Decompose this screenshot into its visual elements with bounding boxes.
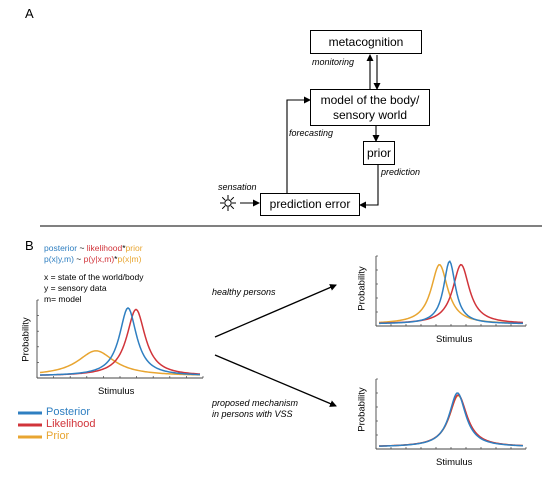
prediction-error-box: prediction error [260,193,360,216]
legend-prior-label: Prior [46,430,70,442]
vss-plot-x-label: Stimulus [436,457,473,468]
definitions: x = state of the world/body y = sensory … [44,272,143,305]
arrow-to-healthy [214,284,337,338]
vss-plot [375,378,527,450]
legend-likelihood-label: Likelihood [46,418,96,430]
formula-term: ~ [77,243,87,253]
vss-plot-y-label: Probability [356,387,368,432]
main-plot [36,299,204,379]
prior-box: prior [363,141,395,165]
sensation-starburst-icon [220,195,236,211]
formula-words: posterior ~ likelihood*prior [44,243,143,254]
metacognition-label: metacognition [328,34,404,49]
formula-term: p(x|y,m) [44,254,74,264]
panel-b-letter: B [25,238,34,253]
model-box: model of the body/ sensory world [310,89,430,126]
definition-m: m= model [44,294,82,304]
formula-term: p(x|m) [117,254,142,264]
vss-likelihood-curve [378,394,524,447]
main-likelihood-curve [39,308,201,376]
panel-a-letter: A [25,6,34,21]
formula-term: * [114,254,118,264]
formula-probabilities: p(x|y,m) ~ p(y|x,m)*p(x|m) [44,254,141,265]
vss-label-line2: in persons with VSS [212,409,293,419]
prior-label: prior [366,145,391,160]
vss-posterior-curve [378,392,524,447]
healthy-posterior-curve [378,260,524,325]
arrow-forecasting [286,96,311,193]
arrow-prediction [359,165,379,209]
formula-term: ~ [73,254,84,264]
model-label-line2: sensory world [332,107,408,122]
healthy-plot-y-label: Probability [356,266,368,311]
model-label-line1: model of the body/ [320,92,420,107]
formula-term: likelihood [86,243,123,253]
metacognition-box: metacognition [310,30,422,54]
prediction-label: prediction [381,167,421,177]
main-plot-y-label: Probability [20,317,32,362]
vss-prior-curve [378,394,524,447]
healthy-plot [375,255,527,327]
healthy-plot-x-label: Stimulus [436,334,473,345]
vss-mechanism-label: proposed mechanism in persons with VSS [212,398,298,420]
main-posterior-curve [39,306,201,376]
healthy-likelihood-curve [378,263,524,324]
prediction-error-label: prediction error [269,197,351,211]
vss-label-line1: proposed mechanism [212,398,299,408]
healthy-persons-label: healthy persons [212,287,276,297]
main-plot-x-label: Stimulus [98,386,135,397]
legend-posterior-label: Posterior [46,406,91,418]
formula-term: * [122,243,126,253]
monitoring-label: monitoring [312,57,355,67]
definition-y: y = sensory data [44,283,107,293]
formula-term: prior [125,243,143,253]
sensation-label: sensation [218,182,257,192]
definition-x: x = state of the world/body [44,272,144,282]
forecasting-label: forecasting [289,128,334,138]
arrow-to-vss [214,354,337,407]
formula-term: p(y|x,m) [83,254,115,264]
main-prior-curve [39,350,201,376]
formula-term: posterior [44,243,78,253]
